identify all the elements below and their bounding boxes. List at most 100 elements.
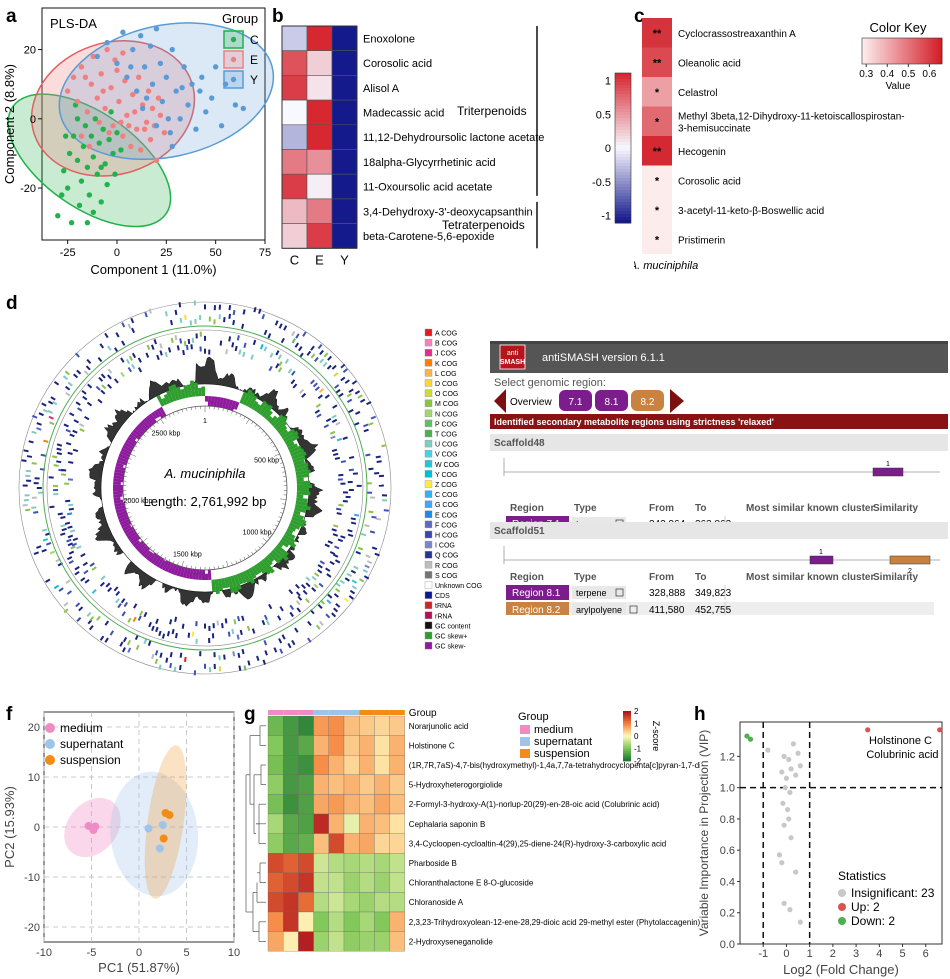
cog-tick-outer2 [335,389,341,394]
scale-tick [245,418,250,425]
heat-cell-4-1 [283,794,299,815]
gc-skew-bar [268,415,278,425]
cog-tick-inner2 [61,468,67,472]
cog-tick-inner [325,567,331,572]
scale-tick [152,424,156,428]
zscore-step [623,752,631,755]
cog-tick-outer [25,469,31,473]
heat-cell-4-8 [389,794,405,815]
cog-tick-outer2 [49,421,55,426]
colorbar-step [615,79,631,83]
heat-cell-1-0 [281,50,308,76]
heat-cell-3-0 [281,99,308,126]
y-axis-label: PC2 (15.93%) [2,786,17,868]
cog-tick-inner [263,346,268,352]
cog-tick-inner [219,340,223,346]
scale-tick [274,453,280,457]
heat-cell-11-8 [389,931,405,952]
cog-tick-outer [274,320,279,326]
cog-tick-inner2 [279,606,284,612]
cog-tick-inner2 [115,590,121,597]
cog-tick-inner [137,615,142,621]
gc-skew-bar [289,445,302,454]
cog-tick-inner2 [100,575,106,581]
gc-skew-bar [220,577,227,589]
row-label: Celastrol [678,88,717,99]
cog-tick-outer [178,302,182,308]
panel-h-volcano: h -1 0 1 2 3 4 5 6 0.0 0.2 0.4 0.6 0.8 1.0 1.2 Holstino… [694,704,943,977]
banner-bar [490,414,948,429]
gc-skew-bar [266,415,273,422]
cog-tick-outer [351,585,357,590]
y-tick-label: -20 [20,183,36,195]
scale-tick [172,560,175,564]
heat-cell-1-3 [313,735,329,756]
cog-tick-outer [50,396,56,401]
heat-cell-6-3 [313,833,329,854]
cog-tick-outer [238,665,242,671]
akk-heatmap: ** Cyclocrassostreaxanthin A** Oleanolic a… [634,18,943,272]
point-Y-36 [179,84,185,91]
y-tick-label: 0.4 [720,876,735,888]
cog-tick-inner2 [305,576,311,582]
cog-tick-outer [333,607,339,613]
cog-tick-inner2 [317,564,323,569]
point-Insignificant: 23-5 [797,763,803,769]
cog-tick-inner [324,394,330,399]
cog-tick-inner2 [76,545,82,550]
point-E-39 [157,112,164,119]
scale-tick [123,498,130,500]
cog-tick-inner2 [139,610,144,616]
type-cell-bg [572,603,626,615]
scale-tick [126,512,130,514]
cog-tick-outer2 [320,599,325,605]
scale-tick [190,407,192,411]
heat-cell-3-6 [359,774,375,795]
cog-tick-inner2 [330,435,336,440]
cog-tick-outer [45,578,51,583]
heat-cell-4-2 [298,794,314,815]
cog-tick-outer [323,352,329,358]
cog-tick-inner2 [301,392,307,398]
heat-cell-11-1 [283,931,299,952]
point-E-0 [64,88,71,94]
cog-tick-outer [331,364,337,370]
scale-tick [274,449,278,452]
row-label: Cephalaria saponin B [409,820,486,829]
x-axis-label: Component 1 (11.0%) [90,262,216,277]
colorbar-step [615,112,631,116]
gc-skew-bar [242,389,253,406]
scale-tick [218,407,220,411]
colorbar-frame [614,72,632,224]
gc-skew-bar [294,462,309,469]
cog-tick-outer [325,613,331,619]
zscore-step [623,741,631,744]
colorbar-step [615,190,631,194]
scale-tick [264,434,268,437]
cog-tick-outer [22,484,28,487]
heat-cell-6-1 [306,173,333,200]
scale-tick [251,551,254,555]
gc-skew-bar [211,579,216,592]
cog-tick-inner [171,628,175,635]
cog-tick-inner2 [67,451,73,455]
heat-cell-8-0 [267,872,284,893]
cog-tick-outer [307,637,312,643]
heat-cell-7-6 [359,853,375,873]
heat-cell-2-3 [313,755,329,775]
point-Y-13 [157,60,164,67]
scale-tick [125,507,129,510]
cog-tick-inner2 [69,433,75,438]
cog-tick-outer [31,430,37,435]
point-E-4 [84,109,91,115]
cog-tick-inner [183,341,187,347]
heat-cell-11-0 [267,931,284,952]
cog-tick-inner2 [221,622,224,629]
cog-tick-outer2 [179,652,183,658]
cog-tick-inner2 [208,625,211,631]
heat-cell-0-3 [313,715,329,736]
cog-tick-outer [378,484,384,487]
zscore-step [623,757,631,760]
heat-cell-10-6 [359,911,375,932]
point-suspension-1 [165,811,174,819]
